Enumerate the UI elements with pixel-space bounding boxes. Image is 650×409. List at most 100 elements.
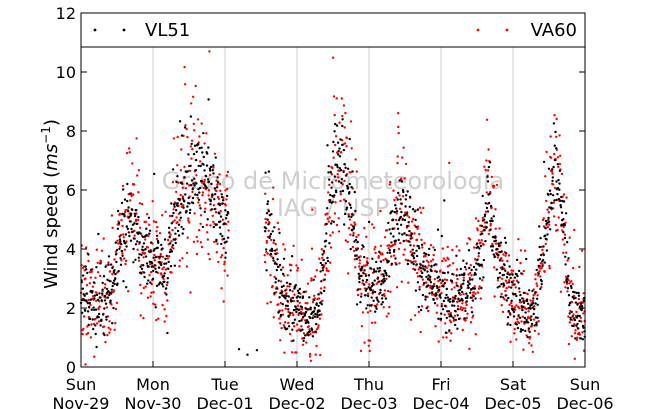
data-point	[390, 241, 393, 244]
data-point	[486, 175, 489, 179]
data-point	[446, 271, 450, 274]
data-point	[552, 201, 555, 204]
data-point	[180, 148, 183, 151]
data-point	[417, 310, 421, 314]
data-point	[554, 130, 557, 134]
data-point	[226, 236, 230, 239]
data-point	[137, 215, 140, 219]
data-point	[183, 165, 186, 169]
data-point	[509, 286, 513, 289]
data-point	[555, 198, 558, 202]
data-point	[163, 280, 166, 283]
data-point	[138, 202, 142, 205]
data-point	[543, 270, 546, 273]
data-point	[192, 182, 195, 185]
data-point	[544, 227, 547, 230]
data-point	[222, 247, 225, 250]
data-point	[279, 339, 282, 342]
data-point	[504, 269, 507, 272]
data-point	[218, 173, 221, 176]
data-point	[515, 323, 519, 326]
data-point	[166, 257, 169, 260]
data-point	[517, 238, 520, 241]
data-point	[505, 252, 508, 255]
data-point	[109, 299, 112, 302]
data-point	[384, 257, 387, 260]
y-axis-title: Wind speed (ms−1)	[39, 119, 62, 289]
data-point	[323, 286, 326, 289]
data-point	[489, 205, 493, 208]
data-point	[342, 104, 346, 107]
data-point	[422, 260, 425, 263]
data-point	[343, 212, 347, 216]
data-point	[291, 311, 294, 315]
data-point	[418, 288, 421, 291]
data-point	[81, 287, 85, 290]
data-point	[418, 206, 422, 209]
data-point	[129, 192, 132, 195]
data-point	[365, 307, 368, 310]
data-point	[308, 330, 312, 333]
data-point	[528, 289, 531, 292]
data-point	[267, 210, 270, 213]
data-point	[326, 144, 329, 147]
data-point	[264, 227, 268, 230]
data-point	[335, 190, 338, 194]
data-point	[573, 332, 577, 335]
data-point	[518, 290, 521, 293]
data-point	[462, 279, 465, 282]
data-point	[507, 254, 511, 257]
data-point	[344, 200, 348, 203]
data-point	[477, 255, 480, 258]
data-point	[576, 336, 579, 339]
data-point	[412, 217, 415, 221]
data-point	[453, 304, 456, 307]
data-point	[368, 339, 372, 342]
data-point	[209, 224, 212, 227]
data-point	[404, 162, 408, 166]
data-point	[526, 302, 530, 305]
data-point	[297, 308, 300, 312]
data-point	[208, 50, 211, 53]
data-point	[419, 211, 423, 214]
data-point	[484, 210, 488, 213]
data-point	[327, 171, 330, 174]
data-point	[539, 236, 542, 240]
data-point	[534, 291, 537, 294]
data-point	[343, 126, 346, 129]
data-point	[499, 241, 503, 244]
data-point	[455, 245, 458, 248]
data-point	[531, 299, 535, 303]
data-point	[380, 280, 384, 283]
data-point	[195, 150, 198, 153]
data-point	[167, 255, 171, 258]
data-point	[147, 216, 151, 219]
data-point	[381, 294, 384, 297]
data-point	[552, 122, 556, 125]
data-point	[508, 303, 511, 306]
data-point	[383, 277, 386, 280]
data-point	[104, 340, 107, 344]
data-point	[456, 314, 459, 317]
data-point	[562, 200, 566, 203]
data-point	[198, 135, 201, 138]
data-point	[179, 216, 182, 219]
data-point	[339, 169, 343, 172]
data-point	[342, 198, 346, 201]
data-point	[135, 218, 138, 221]
data-point	[563, 281, 566, 284]
data-point	[506, 272, 509, 275]
data-point	[474, 217, 478, 220]
data-point	[337, 217, 340, 220]
data-point	[454, 294, 457, 298]
data-point	[398, 179, 401, 182]
data-point	[349, 203, 352, 207]
data-point	[373, 270, 376, 273]
data-point	[553, 144, 556, 147]
data-point	[410, 232, 414, 236]
data-point	[225, 198, 228, 201]
data-point	[421, 278, 425, 281]
data-point	[566, 277, 569, 280]
data-point	[485, 159, 488, 162]
x-tick-label-day: Wed	[280, 375, 315, 394]
